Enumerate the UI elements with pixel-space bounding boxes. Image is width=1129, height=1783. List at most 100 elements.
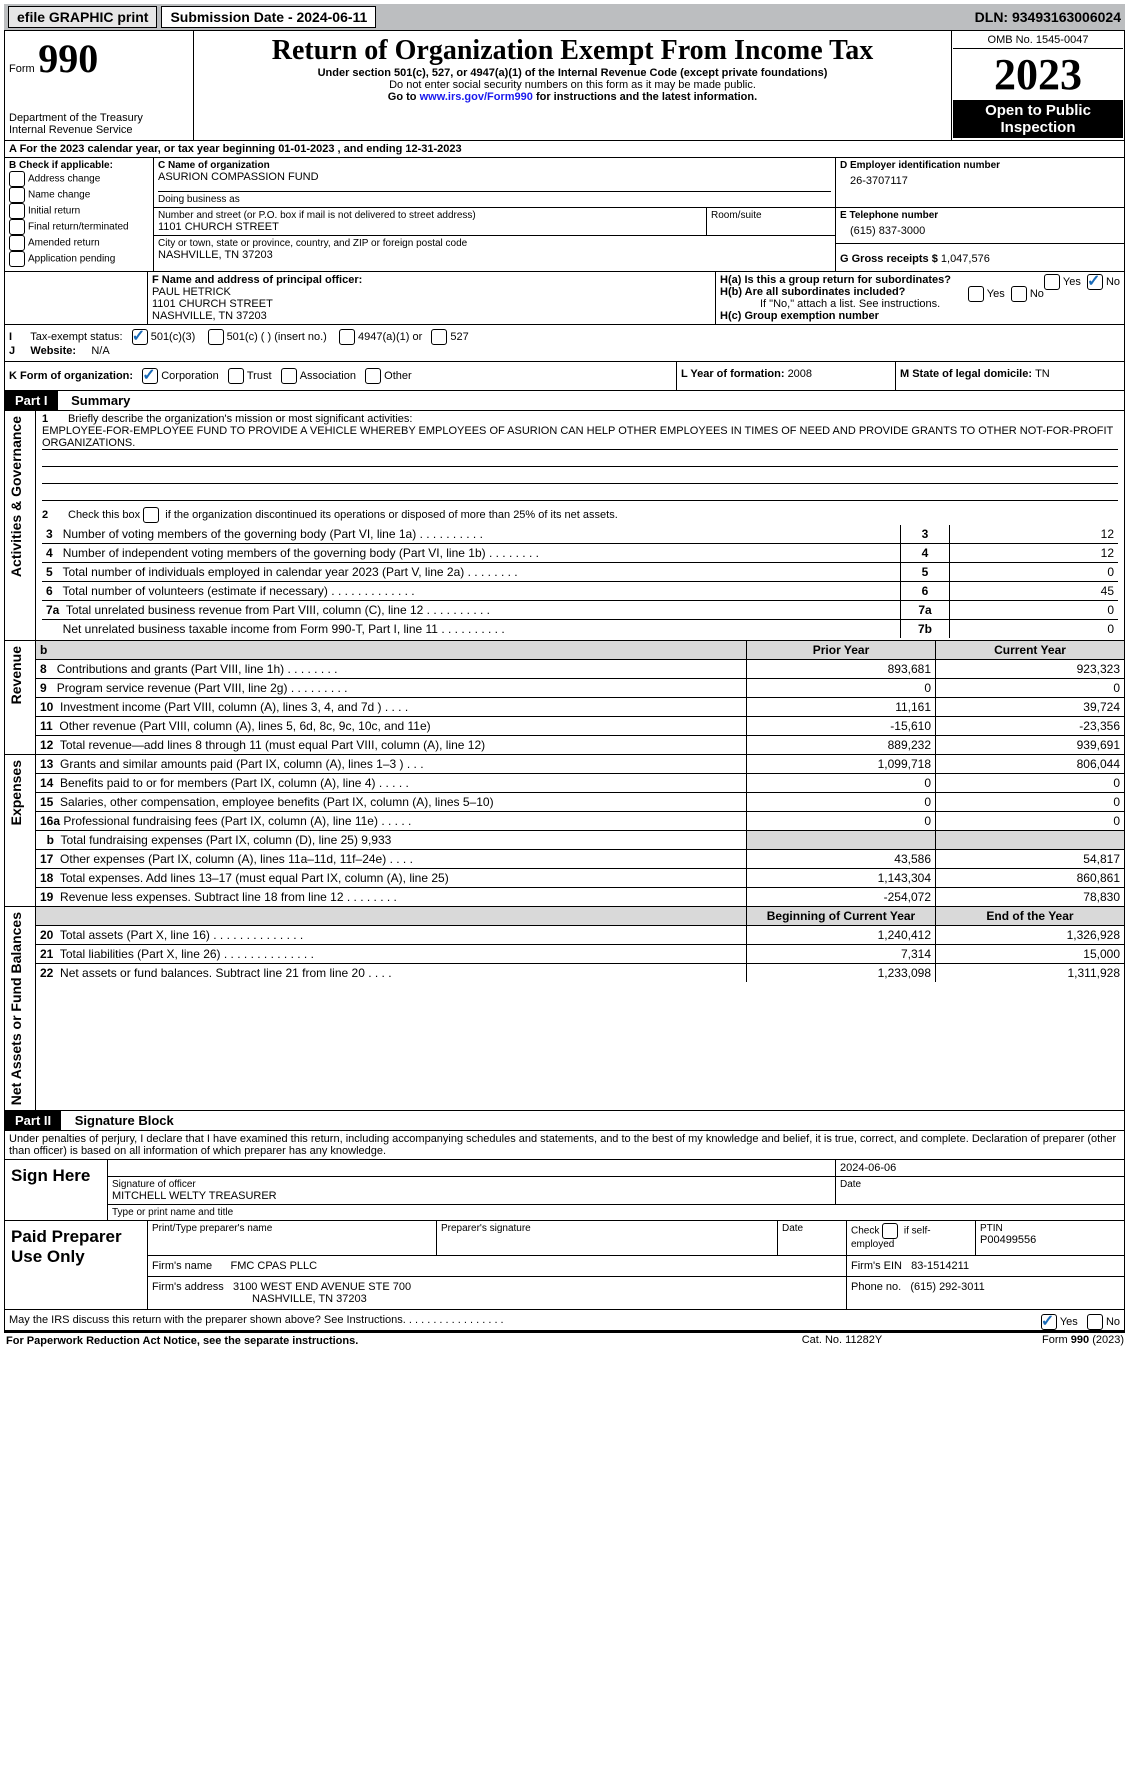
501c3-checkbox[interactable] xyxy=(132,329,148,345)
amended-return-checkbox[interactable] xyxy=(9,235,25,251)
final-return-checkbox[interactable] xyxy=(9,219,25,235)
form990-link[interactable]: www.irs.gov/Form990 xyxy=(420,91,533,103)
firm-addr1: 3100 WEST END AVENUE STE 700 xyxy=(233,1281,411,1293)
line6-value: 45 xyxy=(950,582,1119,601)
501c-checkbox[interactable] xyxy=(208,329,224,345)
discuss-label: May the IRS discuss this return with the… xyxy=(9,1314,406,1326)
trust-checkbox[interactable] xyxy=(228,368,244,384)
part-2-tab: Part II xyxy=(5,1111,61,1130)
line8-current: 923,323 xyxy=(936,660,1125,679)
ptin-label: PTIN xyxy=(980,1223,1120,1234)
gross-receipts-value: 1,047,576 xyxy=(941,253,990,265)
hb-yes-checkbox[interactable] xyxy=(968,286,984,302)
phone-label: E Telephone number xyxy=(840,210,1120,221)
form-label: Form xyxy=(9,63,35,75)
ein-value: 26-3707117 xyxy=(840,171,1120,191)
address-change-checkbox[interactable] xyxy=(9,171,25,187)
efile-print-button[interactable]: efile GRAPHIC print xyxy=(8,6,157,28)
line1-label: Briefly describe the organization's miss… xyxy=(68,413,1118,425)
h-b-label: H(b) Are all subordinates included? xyxy=(720,286,905,298)
paid-preparer-label: Paid Preparer Use Only xyxy=(5,1221,148,1310)
room-label: Room/suite xyxy=(707,208,836,236)
discuss-no-checkbox[interactable] xyxy=(1087,1314,1103,1330)
end-year-header: End of the Year xyxy=(936,907,1125,926)
form-subtitle-2: Do not enter social security numbers on … xyxy=(198,79,947,91)
domicile-label: M State of legal domicile: xyxy=(900,368,1035,380)
beginning-year-header: Beginning of Current Year xyxy=(747,907,936,926)
h-a-label: H(a) Is this a group return for subordin… xyxy=(720,274,951,286)
open-to-public-label: Open to Public Inspection xyxy=(953,100,1123,138)
officer-addr2: NASHVILLE, TN 37203 xyxy=(152,310,711,322)
cat-no: Cat. No. 11282Y xyxy=(741,1332,943,1349)
date-label: Date xyxy=(836,1177,1125,1205)
city-value: NASHVILLE, TN 37203 xyxy=(158,249,831,261)
paperwork-notice: For Paperwork Reduction Act Notice, see … xyxy=(4,1332,741,1349)
section-activities-governance: Activities & Governance xyxy=(6,412,26,581)
part-1-tab: Part I xyxy=(5,391,58,410)
self-employed-checkbox[interactable] xyxy=(882,1223,898,1239)
discontinued-checkbox[interactable] xyxy=(143,507,159,523)
preparer-name-label: Print/Type preparer's name xyxy=(148,1221,437,1256)
line7a-value: 0 xyxy=(950,601,1119,620)
mission-text: EMPLOYEE-FOR-EMPLOYEE FUND TO PROVIDE A … xyxy=(42,425,1118,450)
firm-phone-value: (615) 292-3011 xyxy=(910,1281,984,1293)
gross-receipts-label: G Gross receipts $ xyxy=(840,253,941,265)
org-name: ASURION COMPASSION FUND xyxy=(158,171,831,183)
firm-name-value: FMC CPAS PLLC xyxy=(231,1260,318,1272)
omb-label: OMB No. 1545-0047 xyxy=(953,32,1123,49)
summary-label: Summary xyxy=(61,393,130,408)
addr-label: Number and street (or P.O. box if mail i… xyxy=(158,210,702,221)
firm-name-label: Firm's name xyxy=(152,1260,212,1272)
prior-year-header: Prior Year xyxy=(747,641,936,660)
officer-addr1: 1101 CHURCH STREET xyxy=(152,298,711,310)
irs-label: Internal Revenue Service xyxy=(9,124,189,136)
section-net-assets: Net Assets or Fund Balances xyxy=(6,908,26,1109)
discuss-yes-checkbox[interactable] xyxy=(1041,1314,1057,1330)
addr-value: 1101 CHURCH STREET xyxy=(158,221,702,233)
officer-name: PAUL HETRICK xyxy=(152,286,711,298)
ha-yes-checkbox[interactable] xyxy=(1044,274,1060,290)
dln-label: DLN: 93493163006024 xyxy=(975,9,1121,25)
form-of-org-label: K Form of organization: xyxy=(9,370,133,382)
line4-value: 12 xyxy=(950,544,1119,563)
form-number: 990 xyxy=(38,36,98,81)
city-label: City or town, state or province, country… xyxy=(158,238,831,249)
website-label: Website: xyxy=(30,345,76,357)
ha-no-checkbox[interactable] xyxy=(1087,274,1103,290)
name-change-checkbox[interactable] xyxy=(9,187,25,203)
submission-date: Submission Date - 2024-06-11 xyxy=(161,6,376,28)
h-b-note: If "No," attach a list. See instructions… xyxy=(720,298,1120,310)
association-checkbox[interactable] xyxy=(281,368,297,384)
form-title: Return of Organization Exempt From Incom… xyxy=(198,35,947,67)
sign-here-label: Sign Here xyxy=(5,1160,108,1221)
corporation-checkbox[interactable] xyxy=(142,368,158,384)
current-year-header: Current Year xyxy=(936,641,1125,660)
527-checkbox[interactable] xyxy=(431,329,447,345)
firm-addr2: NASHVILLE, TN 37203 xyxy=(152,1293,367,1305)
initial-return-checkbox[interactable] xyxy=(9,203,25,219)
firm-phone-label: Phone no. xyxy=(851,1281,901,1293)
preparer-date-label: Date xyxy=(778,1221,847,1256)
penalty-statement: Under penalties of perjury, I declare th… xyxy=(4,1131,1125,1160)
dept-label: Department of the Treasury xyxy=(9,112,189,124)
sign-date: 2024-06-06 xyxy=(836,1160,1125,1177)
tax-exempt-label: Tax-exempt status: xyxy=(30,331,122,343)
line3-value: 12 xyxy=(950,525,1119,544)
line-a-tax-year: A For the 2023 calendar year, or tax yea… xyxy=(4,141,1125,158)
line7b-value: 0 xyxy=(950,620,1119,639)
preparer-sig-label: Preparer's signature xyxy=(437,1221,778,1256)
tax-year: 2023 xyxy=(953,49,1123,100)
ein-label: D Employer identification number xyxy=(840,160,1120,171)
hb-no-checkbox[interactable] xyxy=(1011,286,1027,302)
4947-checkbox[interactable] xyxy=(339,329,355,345)
other-checkbox[interactable] xyxy=(365,368,381,384)
application-pending-checkbox[interactable] xyxy=(9,251,25,267)
section-expenses: Expenses xyxy=(6,756,26,829)
officer-type-label: Type or print name and title xyxy=(108,1205,1124,1221)
line5-value: 0 xyxy=(950,563,1119,582)
year-formation-value: 2008 xyxy=(788,368,812,380)
phone-value: (615) 837-3000 xyxy=(840,221,1120,241)
firm-addr-label: Firm's address xyxy=(152,1281,224,1293)
officer-sig-label: Signature of officer xyxy=(112,1179,831,1190)
section-revenue: Revenue xyxy=(6,642,26,708)
